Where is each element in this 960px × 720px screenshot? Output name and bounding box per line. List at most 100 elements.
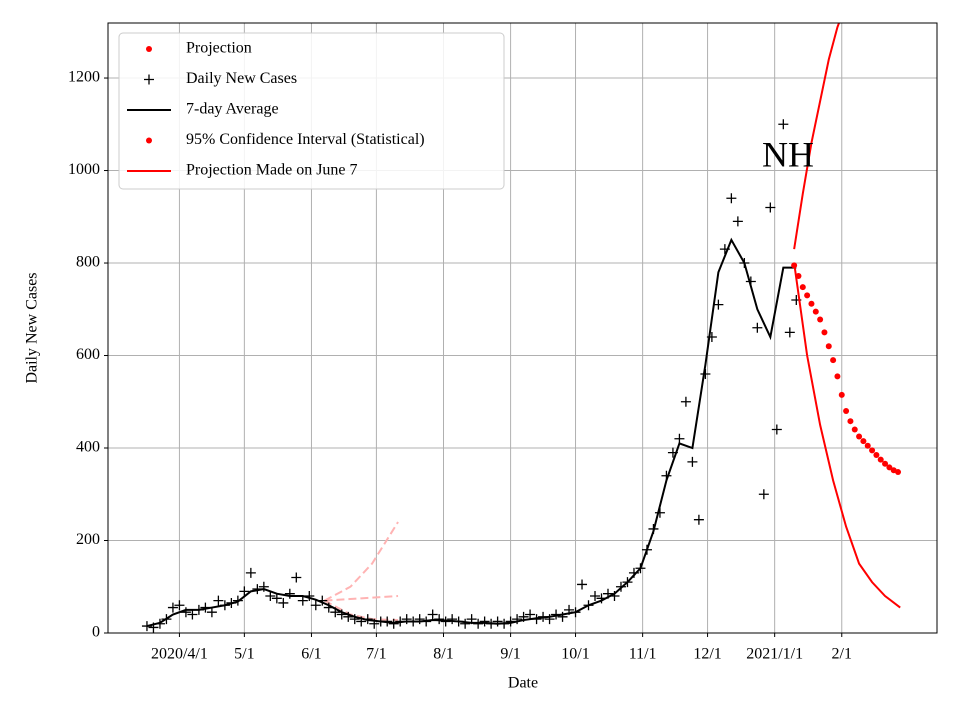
y-tick-label: 0 — [92, 624, 100, 641]
x-tick-label: 7/1 — [366, 646, 386, 663]
plus-marker — [771, 424, 782, 435]
plus-marker — [713, 299, 724, 310]
dot-marker — [860, 438, 867, 445]
dot-marker — [799, 284, 806, 291]
legend-swatch — [146, 46, 152, 52]
plus-marker — [544, 614, 555, 625]
plus-marker — [174, 600, 185, 611]
plus-marker — [284, 588, 295, 599]
x-tick-label: 9/1 — [500, 646, 520, 663]
y-tick-label: 1000 — [68, 161, 100, 178]
dot-marker — [821, 329, 828, 336]
dot-marker — [825, 343, 832, 350]
plus-marker — [291, 572, 302, 583]
line — [793, 23, 841, 250]
plus-marker — [726, 193, 737, 204]
y-axis-label: Daily New Cases — [24, 272, 41, 383]
plus-marker — [401, 614, 412, 625]
line — [793, 262, 901, 609]
y-tick-label: 600 — [76, 346, 100, 363]
plus-marker — [765, 202, 776, 213]
plus-marker — [310, 600, 321, 611]
plus-marker — [213, 595, 224, 606]
plus-marker — [278, 597, 289, 608]
plus-marker — [693, 514, 704, 525]
plus-marker — [752, 322, 763, 333]
plot-area — [141, 23, 902, 633]
dot-marker — [838, 391, 845, 398]
plus-marker — [680, 396, 691, 407]
line — [324, 595, 399, 602]
plus-marker — [732, 216, 743, 227]
legend-label: Daily New Cases — [186, 70, 297, 87]
plus-marker — [460, 618, 471, 629]
plus-marker — [557, 611, 568, 622]
plus-marker — [778, 119, 789, 130]
x-tick-label: 11/1 — [629, 646, 657, 663]
legend-swatch — [146, 137, 152, 144]
legend-label: 95% Confidence Interval (Statistical) — [186, 131, 425, 148]
annotation: NH — [762, 134, 814, 174]
plus-marker — [239, 586, 250, 597]
plus-marker — [434, 614, 445, 625]
plus-marker — [245, 567, 256, 578]
legend-label: Projection Made on June 7 — [186, 162, 358, 179]
x-axis-label: Date — [508, 675, 538, 692]
y-tick-label: 200 — [76, 531, 100, 548]
y-tick-label: 800 — [76, 254, 100, 271]
dot-marker — [895, 469, 902, 476]
plus-marker — [758, 489, 769, 500]
plus-marker — [784, 327, 795, 338]
legend-label: Projection — [186, 40, 252, 57]
dot-marker — [856, 433, 863, 440]
x-tick-label: 2020/4/1 — [151, 646, 208, 663]
x-tick-label: 6/1 — [301, 646, 321, 663]
dot-marker — [882, 460, 889, 467]
x-tick-label: 5/1 — [234, 646, 254, 663]
dot-marker — [808, 300, 815, 307]
line — [323, 521, 399, 602]
plus-marker — [167, 602, 178, 613]
plus-marker — [271, 593, 282, 604]
y-tick-label: 400 — [76, 439, 100, 456]
dot-marker — [877, 456, 884, 463]
x-tick-label: 10/1 — [561, 646, 589, 663]
plot-frame — [107, 22, 938, 634]
dot-marker — [812, 308, 819, 315]
dot-marker — [873, 451, 880, 458]
plus-marker — [577, 579, 588, 590]
plus-marker — [297, 595, 308, 606]
plus-marker — [492, 616, 503, 627]
y-tick-label: 1200 — [68, 69, 100, 86]
plus-marker — [525, 609, 536, 620]
plus-marker — [479, 616, 490, 627]
dot-marker — [886, 464, 893, 471]
plus-marker — [180, 607, 191, 618]
dot-marker — [847, 418, 854, 425]
legend: Projection Daily New Cases 7-day Average 95… — [118, 32, 505, 190]
dot-marker — [791, 262, 798, 269]
plus-marker — [414, 614, 425, 625]
legend-label: 7-day Average — [186, 101, 279, 118]
dot-marker — [830, 357, 837, 364]
x-tick-label: 8/1 — [433, 646, 453, 663]
dot-marker — [869, 447, 876, 454]
plus-marker — [187, 609, 198, 620]
plus-marker — [674, 433, 685, 444]
x-tick-label: 2/1 — [832, 646, 852, 663]
dot-marker — [804, 292, 811, 299]
plus-marker — [265, 591, 276, 602]
dot-marker — [843, 408, 850, 415]
plus-marker — [206, 607, 217, 618]
x-tick-label: 12/1 — [693, 646, 721, 663]
dot-marker — [817, 316, 824, 323]
line — [146, 237, 797, 628]
dot-marker — [864, 442, 871, 449]
dot-marker — [851, 426, 858, 433]
dot-marker — [795, 272, 802, 279]
legend-swatch — [144, 74, 154, 85]
dot-marker — [834, 373, 841, 380]
plus-marker — [590, 591, 601, 602]
x-tick-label: 2021/1/1 — [746, 646, 803, 663]
